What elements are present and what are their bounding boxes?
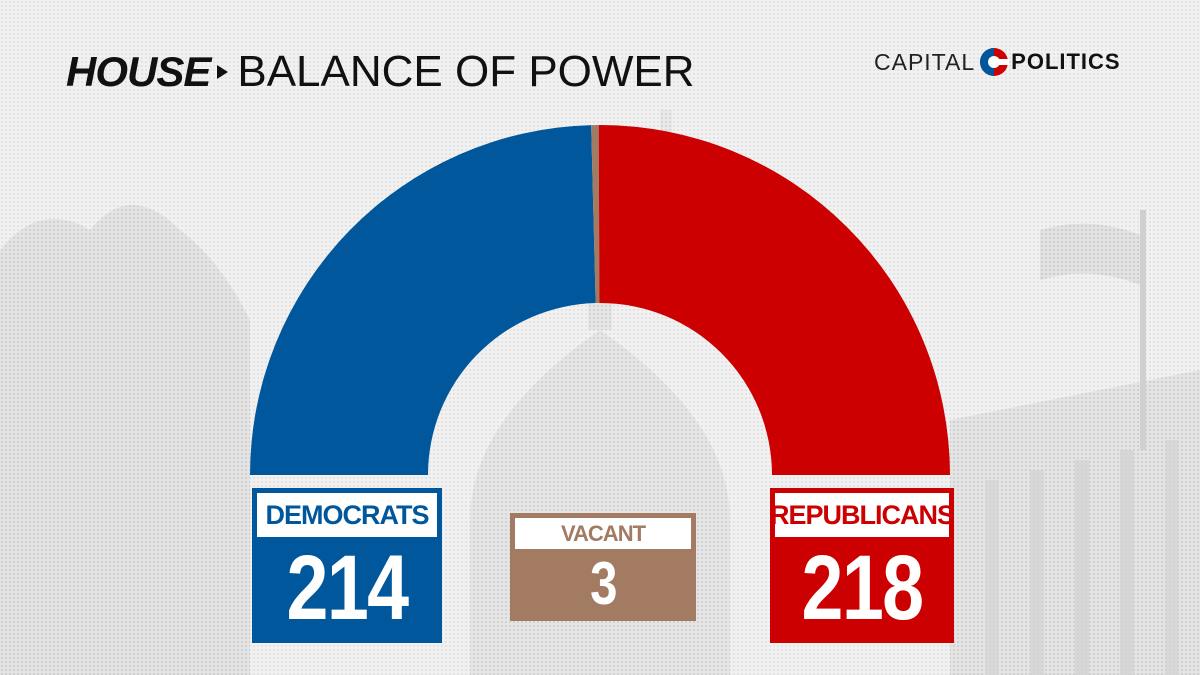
vacant-box: VACANT 3 — [510, 513, 696, 621]
play-arrow-icon — [217, 65, 229, 79]
capital-politics-logo-icon — [980, 48, 1010, 76]
republicans-label: REPUBLICANS — [770, 493, 955, 537]
democrats-count: 214 — [286, 537, 410, 639]
vacant-label: VACANT — [515, 518, 691, 549]
brand-prefix: CAPITAL — [874, 48, 976, 75]
democrats-box: DEMOCRATS 214 — [252, 488, 442, 643]
title-text: BALANCE OF POWER — [237, 47, 695, 96]
republicans-box: REPUBLICANS 218 — [770, 488, 955, 643]
republicans-count: 218 — [801, 537, 925, 639]
republicans-arc — [598, 124, 950, 475]
brand-logo: CAPITAL POLITICS — [874, 42, 1121, 82]
democrats-arc — [250, 125, 596, 475]
brand-suffix: POLITICS — [1011, 49, 1121, 74]
page-title: HOUSE BALANCE OF POWER — [66, 42, 695, 102]
vacant-count: 3 — [590, 550, 617, 617]
democrats-label: DEMOCRATS — [257, 493, 437, 537]
house-label: HOUSE — [66, 48, 211, 95]
vacant-arc — [591, 125, 600, 304]
